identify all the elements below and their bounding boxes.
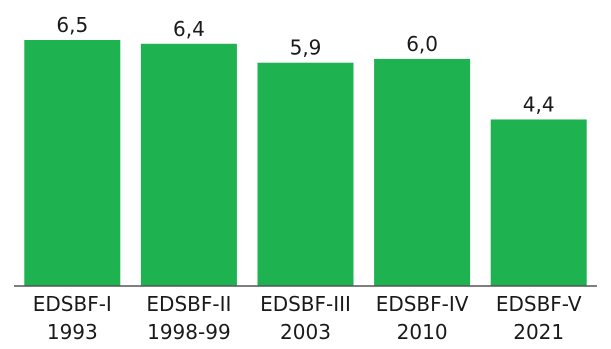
category-label-1-line-2: 1993	[47, 320, 98, 344]
bars-group	[24, 40, 587, 287]
bar-1	[24, 40, 121, 286]
data-label-5: 4,4	[523, 92, 555, 116]
category-label-5-line-1: EDSBF-V	[496, 292, 582, 316]
data-label-3: 5,9	[290, 36, 322, 60]
category-label-4-line-2: 2010	[397, 320, 448, 344]
category-label-3-line-1: EDSBF-III	[260, 292, 351, 316]
data-label-1: 6,5	[56, 13, 88, 37]
category-label-2-line-1: EDSBF-II	[146, 292, 231, 316]
category-labels-group: EDSBF-I 1993 EDSBF-II 1998-99 EDSBF-III 2003 E…	[33, 292, 582, 344]
bar-4	[374, 58, 471, 286]
category-label-5-line-2: 2021	[513, 320, 564, 344]
value-labels-group: 6,5 6,4 5,9 6,0 4,4	[56, 13, 554, 116]
bar-5	[490, 119, 587, 286]
category-label-2-line-2: 1998-99	[147, 320, 231, 344]
category-label-1-line-1: EDSBF-I	[33, 292, 112, 316]
category-label-3-line-2: 2003	[280, 320, 331, 344]
bar-3	[257, 62, 354, 287]
bar-2	[140, 43, 237, 287]
data-label-2: 6,4	[173, 17, 205, 41]
data-label-4: 6,0	[406, 32, 438, 56]
category-label-4-line-1: EDSBF-IV	[376, 292, 469, 316]
